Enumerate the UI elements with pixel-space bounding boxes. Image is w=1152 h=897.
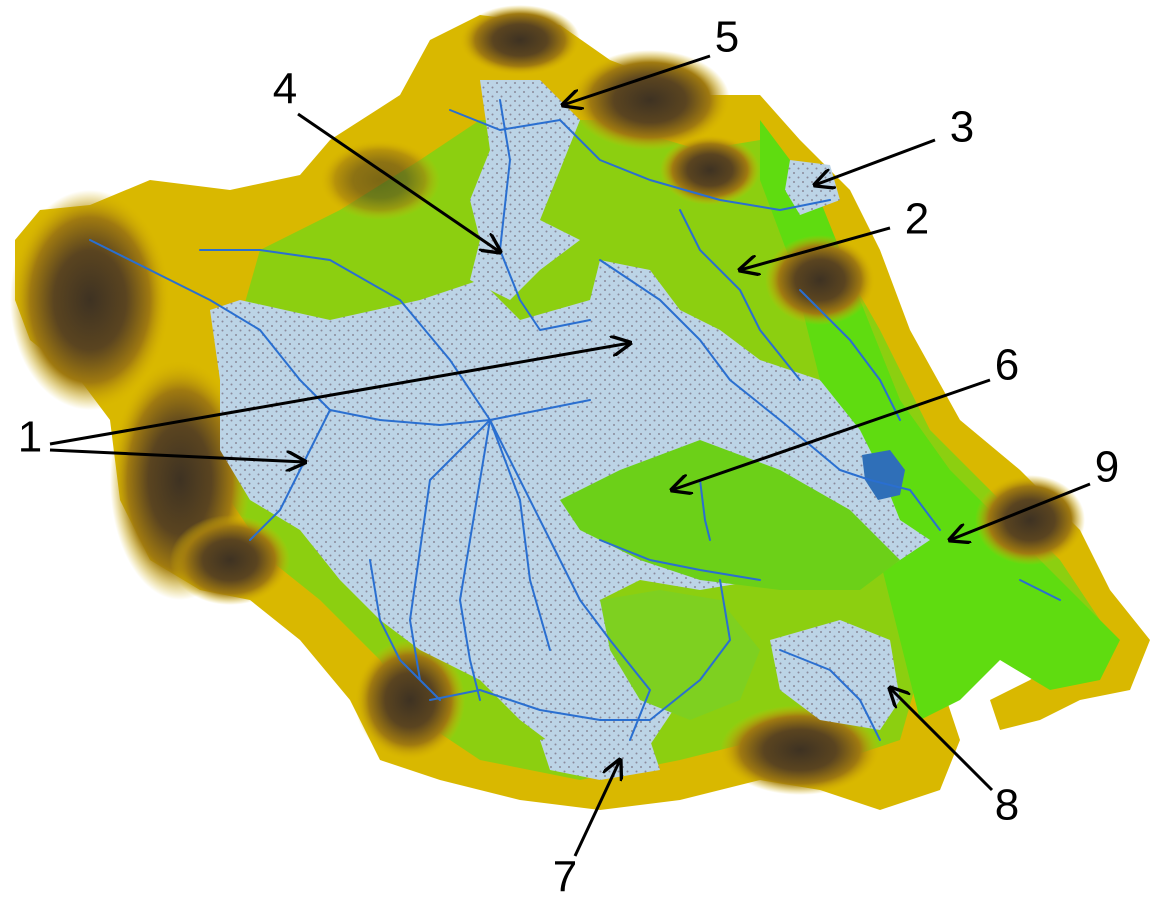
- label: 1: [18, 413, 42, 462]
- label: 5: [715, 13, 739, 62]
- label: 3: [950, 103, 974, 152]
- label: 7: [553, 853, 577, 897]
- map: 123456789: [0, 0, 1152, 897]
- mountain: [460, 5, 580, 75]
- label: 9: [1095, 443, 1119, 492]
- mountain: [975, 475, 1085, 565]
- mountain: [570, 50, 730, 150]
- mountain: [170, 515, 290, 605]
- label: 8: [995, 781, 1019, 830]
- label: 4: [273, 65, 297, 114]
- mountain: [320, 140, 440, 220]
- mountain: [660, 135, 760, 205]
- label: 2: [905, 195, 929, 244]
- page: 123456789 (() => { const data = JSON.par…: [0, 0, 1152, 897]
- arrow: [815, 140, 935, 185]
- label: 6: [995, 341, 1019, 390]
